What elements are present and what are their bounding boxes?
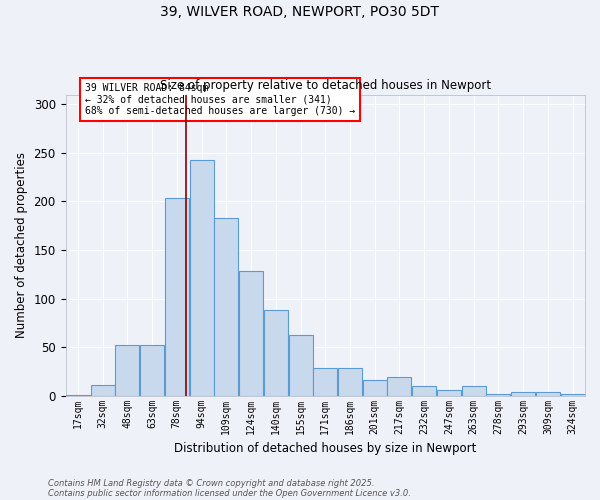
Y-axis label: Number of detached properties: Number of detached properties — [15, 152, 28, 338]
Bar — [388, 377, 412, 396]
Bar — [461, 386, 485, 396]
Bar — [560, 394, 584, 396]
Text: Contains HM Land Registry data © Crown copyright and database right 2025.: Contains HM Land Registry data © Crown c… — [48, 478, 374, 488]
Title: Size of property relative to detached houses in Newport: Size of property relative to detached ho… — [160, 79, 491, 92]
Bar — [289, 336, 313, 396]
Text: Contains public sector information licensed under the Open Government Licence v3: Contains public sector information licen… — [48, 488, 411, 498]
Bar — [536, 392, 560, 396]
Bar — [190, 160, 214, 396]
Bar — [363, 380, 387, 396]
Bar — [338, 368, 362, 396]
Text: 39, WILVER ROAD, NEWPORT, PO30 5DT: 39, WILVER ROAD, NEWPORT, PO30 5DT — [161, 5, 439, 19]
X-axis label: Distribution of detached houses by size in Newport: Distribution of detached houses by size … — [174, 442, 476, 455]
Bar — [239, 272, 263, 396]
Bar — [412, 386, 436, 396]
Bar — [91, 385, 115, 396]
Bar — [140, 345, 164, 396]
Bar — [487, 394, 511, 396]
Bar — [115, 345, 139, 396]
Bar — [264, 310, 288, 396]
Bar — [165, 198, 189, 396]
Bar — [313, 368, 337, 396]
Bar — [66, 394, 90, 396]
Bar — [214, 218, 238, 396]
Bar — [437, 390, 461, 396]
Text: 39 WILVER ROAD: 84sqm
← 32% of detached houses are smaller (341)
68% of semi-det: 39 WILVER ROAD: 84sqm ← 32% of detached … — [85, 83, 356, 116]
Bar — [511, 392, 535, 396]
